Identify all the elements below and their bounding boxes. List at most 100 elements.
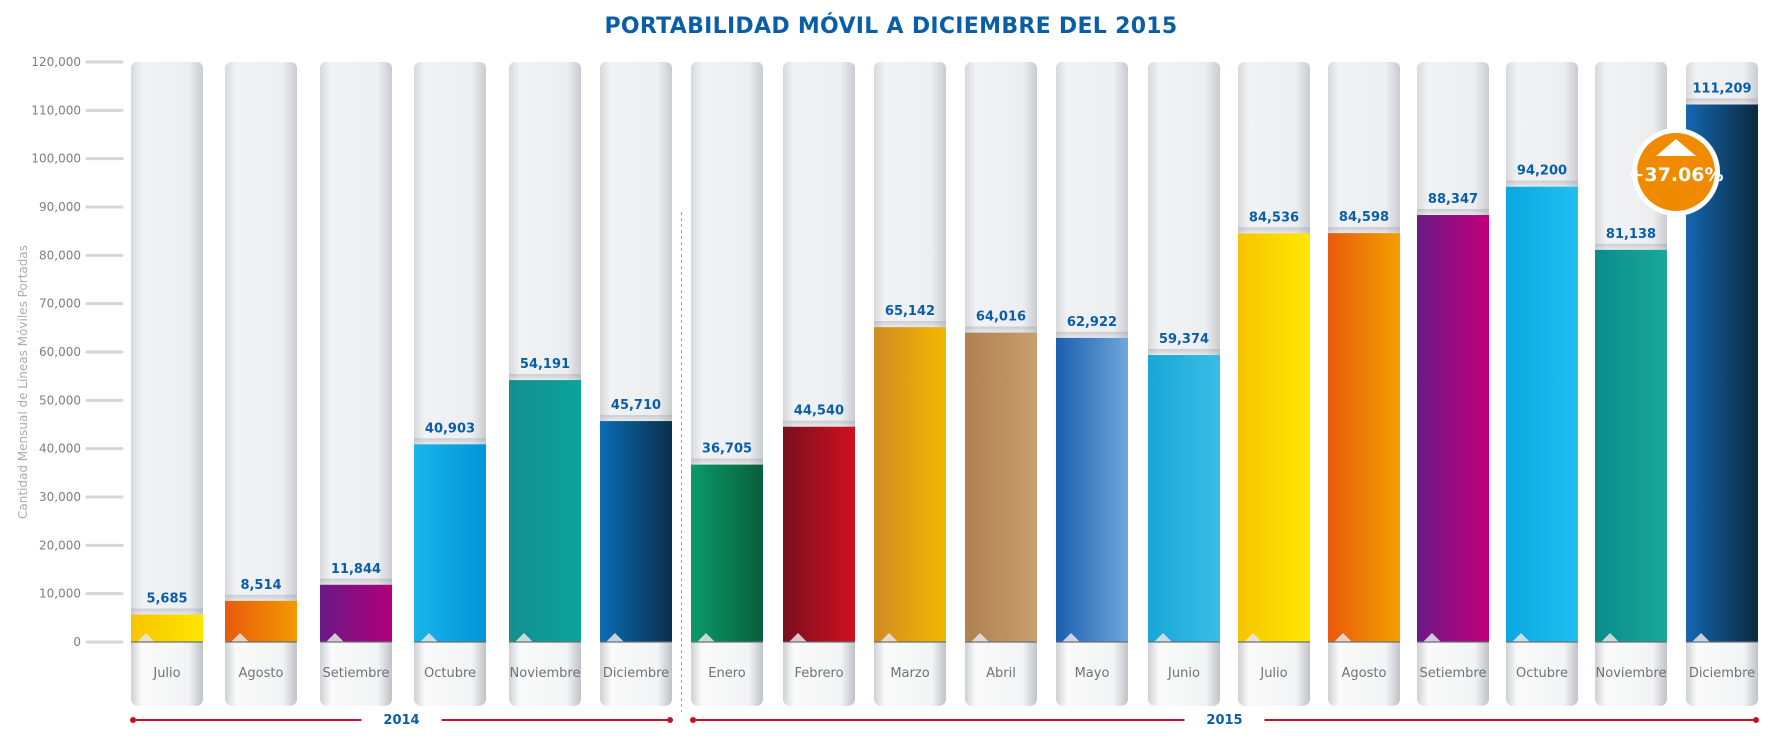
bars [131, 62, 1758, 706]
bar-top-shadow [965, 326, 1037, 334]
category-label: Octubre [1516, 666, 1568, 681]
bar-top-shadow [1328, 227, 1400, 235]
value-label: 62,922 [1067, 315, 1117, 330]
year-label: 2015 [1206, 713, 1242, 728]
bar-notch [971, 633, 989, 642]
category-label: Noviembre [1596, 666, 1667, 681]
y-tick-label: 50,000 [39, 393, 81, 407]
bar-column [320, 62, 392, 706]
category-label: Noviembre [510, 666, 581, 681]
bar-column [1056, 62, 1128, 706]
bar-top-shadow [1148, 349, 1220, 357]
bar-top-shadow [874, 321, 946, 329]
bar [1148, 355, 1220, 642]
category-label: Agosto [1342, 666, 1387, 681]
bar [1506, 186, 1578, 642]
bar-top-shadow [1686, 98, 1758, 106]
bar-base [1595, 638, 1667, 706]
category-label: Abril [986, 666, 1016, 681]
category-label: Julio [152, 666, 180, 681]
y-tick-label: 110,000 [31, 103, 81, 117]
bar-base [1238, 638, 1310, 706]
bar [1417, 214, 1489, 642]
category-label: Setiembre [323, 666, 390, 681]
bar-top-shadow [1506, 180, 1578, 188]
bar-column [1148, 62, 1220, 706]
bar-top-shadow [509, 374, 581, 382]
bar-column [874, 62, 946, 706]
value-label: 5,685 [146, 592, 187, 607]
y-axis-label: Cantidad Mensual de Líneas Móviles Porta… [16, 245, 30, 519]
year-line-end [667, 717, 673, 723]
bar-base [131, 638, 203, 706]
bar-column [1506, 62, 1578, 706]
bar-top-shadow [691, 458, 763, 466]
bar-column [600, 62, 672, 706]
bar-notch [789, 633, 807, 642]
category-label: Diciembre [603, 666, 669, 681]
annotation-badge [1637, 133, 1715, 211]
y-axis: 0 10,000 20,000 30,000 40,000 50,000 60,000 70,… [16, 55, 124, 649]
bar-base [509, 638, 581, 706]
bar-notch [1062, 633, 1080, 642]
bar-column [1417, 62, 1489, 706]
arrow-up-icon [1656, 139, 1696, 156]
bar-notch [420, 633, 438, 642]
value-label: 36,705 [702, 442, 752, 457]
bar-notch [515, 633, 533, 642]
value-label: 59,374 [1159, 332, 1209, 347]
bar-top-shadow [1238, 227, 1310, 235]
bar-notch [1692, 633, 1710, 642]
bar-column [414, 62, 486, 706]
y-tick-label: 100,000 [31, 152, 81, 166]
category-label: Diciembre [1689, 666, 1755, 681]
value-label: 11,844 [331, 562, 381, 577]
bar-top-shadow [1056, 331, 1128, 339]
category-label: Enero [708, 666, 746, 681]
chart-title: PORTABILIDAD MÓVIL A DICIEMBRE DEL 2015 [604, 14, 1178, 39]
growth-annotation: +37.06% [1628, 128, 1724, 216]
bar-column [509, 62, 581, 706]
bar [874, 327, 946, 642]
bar-base [225, 638, 297, 706]
bar-base [1148, 638, 1220, 706]
bar [1595, 249, 1667, 642]
y-tick-label: 20,000 [39, 538, 81, 552]
bar-top-shadow [1417, 208, 1489, 216]
bar-notch [1154, 633, 1172, 642]
bar-top-shadow [320, 578, 392, 586]
bar [1328, 233, 1400, 642]
bar-base [600, 638, 672, 706]
value-label: 111,209 [1692, 81, 1751, 96]
bar-top-shadow [225, 594, 297, 602]
bar-base [783, 638, 855, 706]
category-label: Julio [1259, 666, 1287, 681]
bar-notch [1423, 633, 1441, 642]
bar-base [965, 638, 1037, 706]
bar-base [874, 638, 946, 706]
bar [1056, 337, 1128, 642]
y-tick-label: 30,000 [39, 490, 81, 504]
y-tick-label: 120,000 [31, 55, 81, 69]
bar-notch [697, 633, 715, 642]
value-label: 45,710 [611, 398, 661, 413]
bar-notch [1601, 633, 1619, 642]
bar-track [320, 62, 392, 642]
value-label: 81,138 [1606, 227, 1656, 242]
category-label: Setiembre [1420, 666, 1487, 681]
bar-notch [1244, 633, 1262, 642]
bar [965, 332, 1037, 642]
value-label: 40,903 [425, 421, 475, 436]
bar-column [965, 62, 1037, 706]
y-tick-label: 0 [73, 635, 81, 649]
year-groups: 2014 2015 [130, 212, 1759, 728]
y-tick-label: 40,000 [39, 442, 81, 456]
y-tick-label: 70,000 [39, 297, 81, 311]
year-label: 2014 [383, 713, 419, 728]
y-tick-label: 80,000 [39, 248, 81, 262]
bar [783, 426, 855, 642]
y-tick-label: 90,000 [39, 200, 81, 214]
year-group: 2015 [690, 713, 1759, 728]
value-label: 64,016 [976, 310, 1026, 325]
